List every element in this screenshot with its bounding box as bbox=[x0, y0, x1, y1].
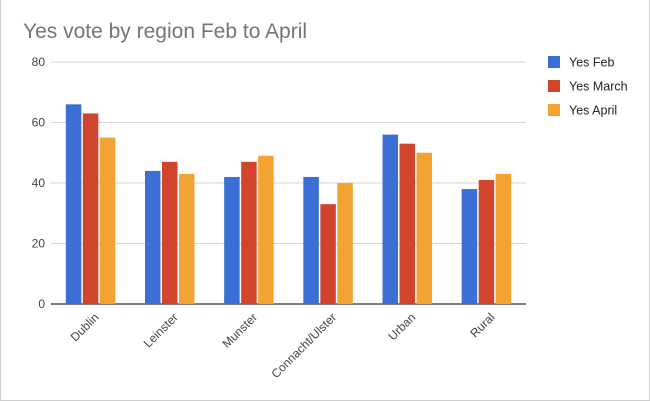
x-tick-label: Rural bbox=[467, 310, 497, 340]
x-tick-label: Leinster bbox=[141, 310, 181, 350]
bar-yes-april-rural bbox=[495, 173, 512, 304]
bar-yes-april-leinster bbox=[179, 173, 195, 304]
y-axis-ticks: 0 20 40 60 80 bbox=[32, 55, 46, 311]
bar-yes-march-urban bbox=[399, 143, 415, 304]
legend-label: Yes March bbox=[569, 80, 628, 94]
bar-yes-april-munster bbox=[258, 155, 274, 304]
y-tick-label: 60 bbox=[32, 116, 46, 130]
bar-yes-feb-dublin bbox=[65, 104, 82, 304]
y-tick-label: 20 bbox=[32, 237, 46, 251]
legend-swatch bbox=[548, 104, 560, 116]
bar-yes-april-connacht-ulster bbox=[337, 183, 353, 304]
bar-yes-march-munster bbox=[241, 161, 257, 304]
legend-label: Yes April bbox=[569, 104, 617, 118]
x-tick-label: Urban bbox=[385, 310, 418, 343]
bar-yes-march-rural bbox=[478, 179, 495, 304]
legend: Yes Feb Yes March Yes April bbox=[548, 56, 628, 118]
y-tick-label: 0 bbox=[38, 297, 45, 311]
bar-yes-april-dublin bbox=[99, 137, 116, 304]
bar-yes-april-urban bbox=[416, 152, 432, 304]
gridlines bbox=[51, 61, 526, 305]
bar-yes-feb-leinster bbox=[145, 170, 161, 304]
bars bbox=[65, 104, 512, 304]
x-tick-label: Connacht/Ulster bbox=[268, 310, 339, 381]
bar-yes-feb-rural bbox=[461, 189, 478, 304]
x-tick-label: Dublin bbox=[68, 310, 102, 344]
legend-label: Yes Feb bbox=[569, 56, 614, 70]
legend-swatch bbox=[548, 56, 560, 68]
bar-yes-feb-urban bbox=[382, 134, 398, 304]
chart-title: Yes vote by region Feb to April bbox=[23, 20, 307, 43]
bar-yes-feb-connacht-ulster bbox=[303, 176, 319, 304]
legend-swatch bbox=[548, 80, 560, 92]
x-tick-label: Munster bbox=[219, 310, 260, 351]
y-tick-label: 80 bbox=[32, 55, 46, 69]
bar-yes-march-dublin bbox=[82, 113, 99, 304]
bar-yes-march-connacht-ulster bbox=[320, 204, 336, 304]
bar-yes-march-leinster bbox=[162, 161, 178, 304]
bar-yes-feb-munster bbox=[224, 176, 240, 304]
x-axis-ticks: Dublin Leinster Munster Connacht/Ulster Urba… bbox=[68, 310, 498, 381]
y-tick-label: 40 bbox=[32, 176, 46, 190]
